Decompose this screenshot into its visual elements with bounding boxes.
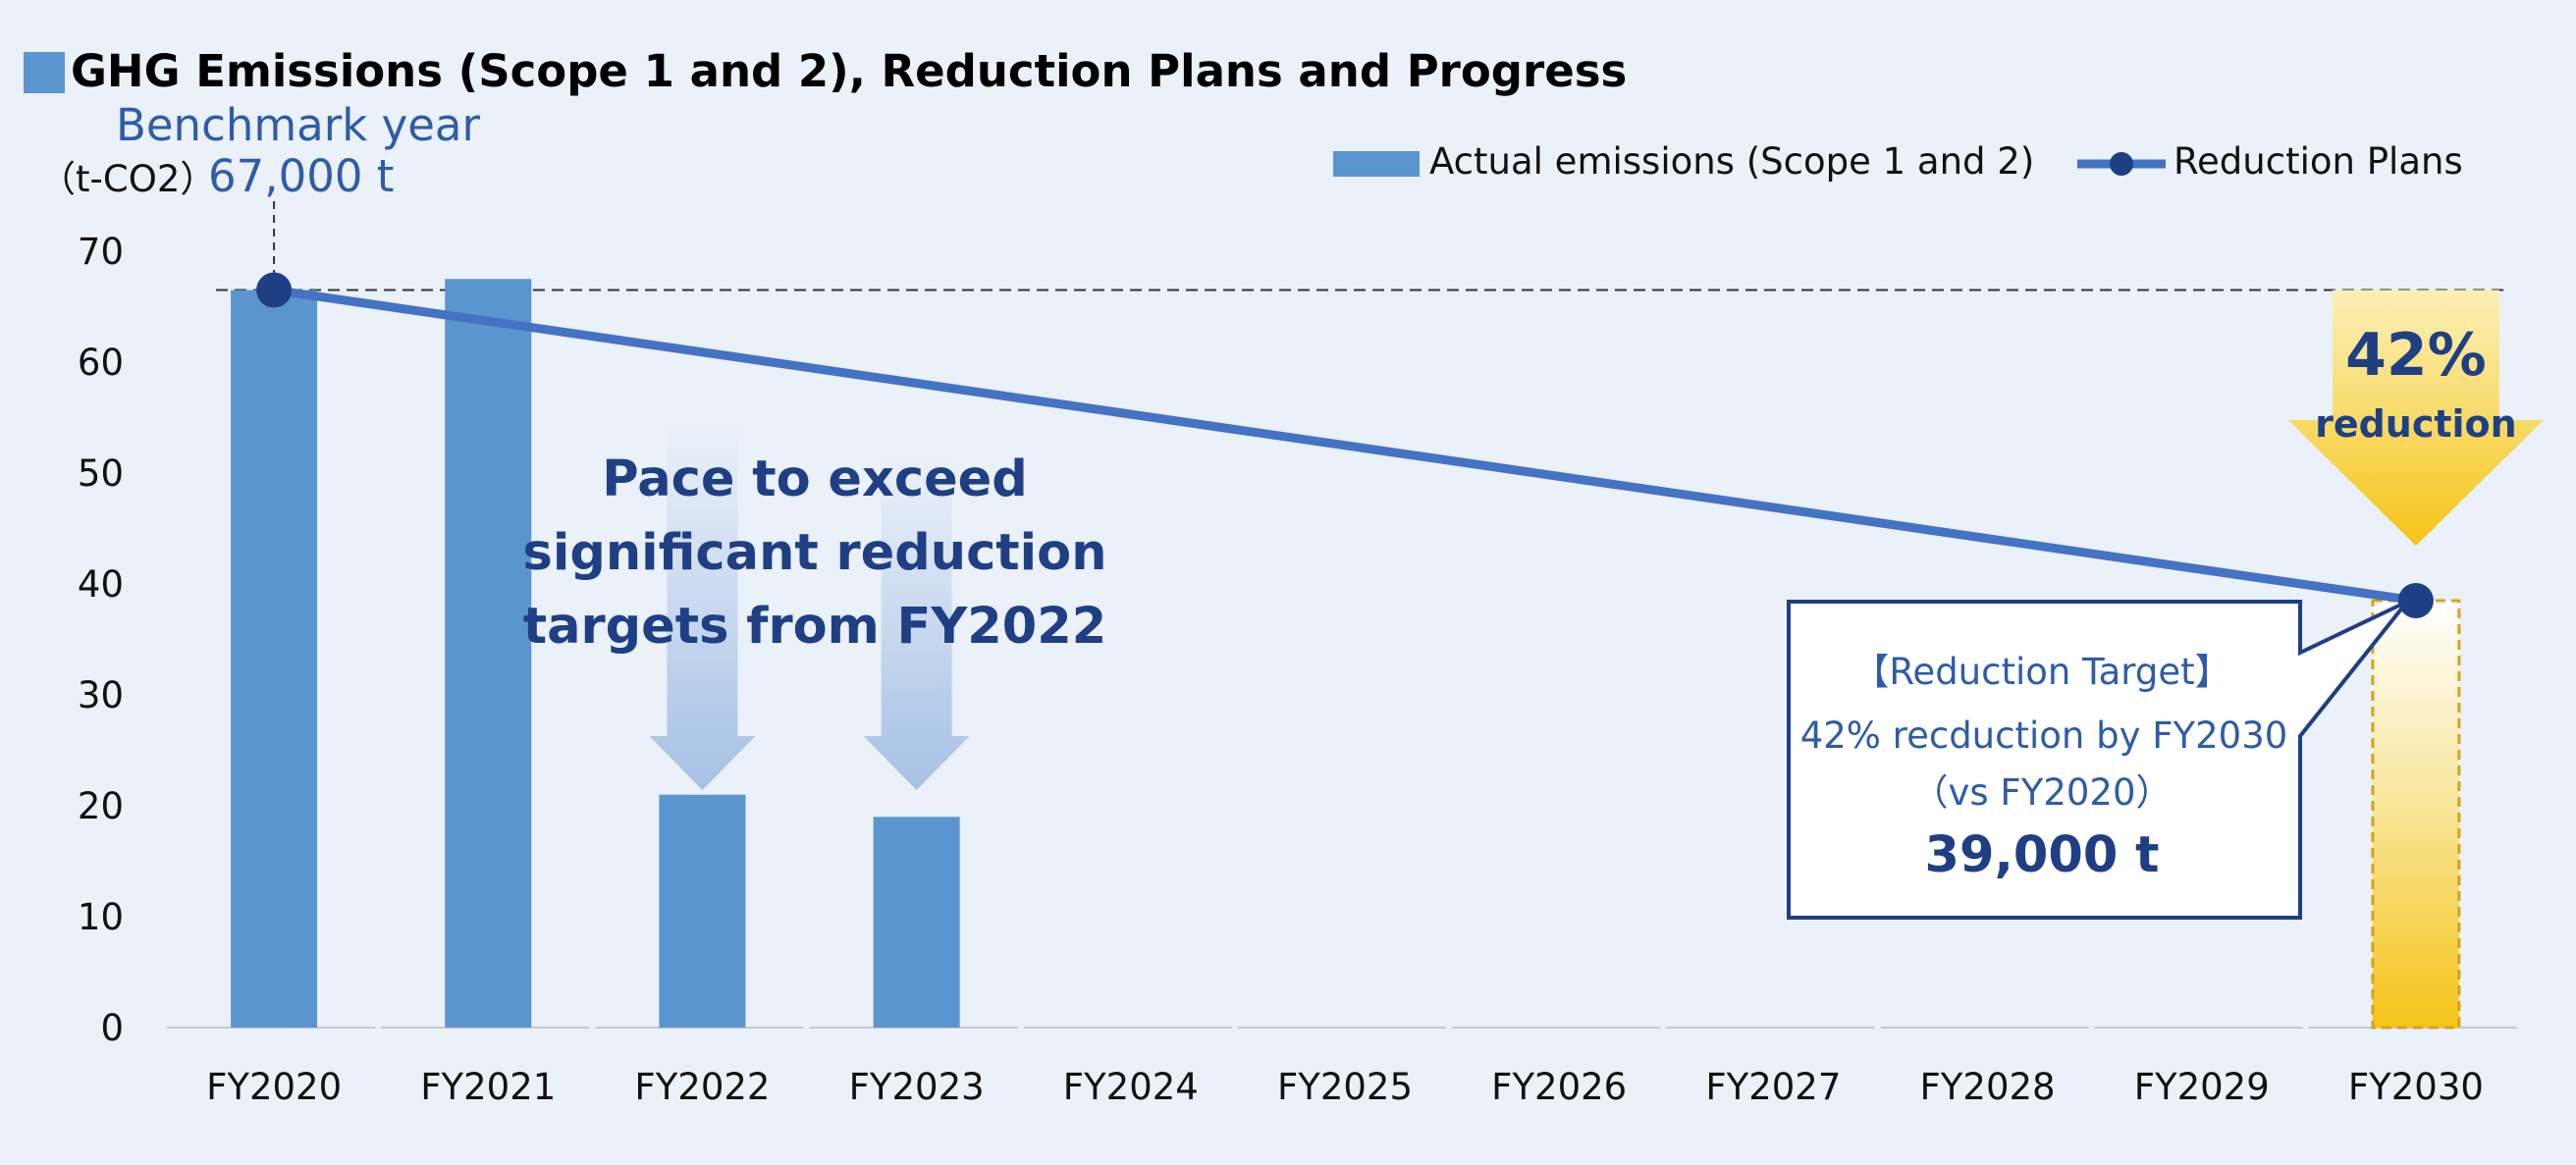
reduction-arrow (2287, 290, 2544, 546)
pace-text-line: Pace to exceed (602, 450, 1028, 508)
x-tick-label: FY2030 (2348, 1066, 2484, 1108)
pace-arrow (863, 447, 970, 790)
y-tick-label: 30 (78, 674, 124, 716)
target-bar (2371, 599, 2461, 1030)
legend-label-plan: Reduction Plans (2174, 140, 2463, 183)
reduction-percent: 42% (2345, 321, 2487, 390)
bar-actual-FY2021 (445, 279, 532, 1028)
target-line1: 42% recduction by FY2030 (1800, 715, 2288, 757)
legend-swatch-actual (1333, 151, 1420, 177)
x-tick-label: FY2028 (1920, 1066, 2056, 1108)
x-tick-label: FY2027 (1705, 1066, 1841, 1108)
plot-area: 0 10 20 30 40 50 60 70 FY2020 FY2021 FY2022 FY2023 F… (78, 201, 2517, 1108)
pace-arrow (649, 409, 756, 790)
x-tick-label: FY2024 (1063, 1066, 1199, 1108)
plan-point-FY2030 (2397, 582, 2434, 618)
target-callout-box (1787, 600, 2409, 920)
y-tick-label: 40 (78, 563, 124, 606)
x-tick-label: FY2022 (634, 1066, 770, 1108)
legend-swatch-marker (2110, 152, 2133, 176)
bar-actual-FY2020 (231, 290, 318, 1028)
chart-title: GHG Emissions (Scope 1 and 2), Reduction… (71, 45, 1627, 97)
y-tick-label: 0 (100, 1007, 124, 1049)
x-tick-label: FY2025 (1277, 1066, 1413, 1108)
y-tick-label: 60 (78, 342, 124, 384)
y-tick-label: 10 (78, 896, 124, 938)
target-title: 【Reduction Target】 (1852, 651, 2230, 693)
bar-actual-FY2023 (873, 817, 960, 1028)
target-line2: （vs FY2020） (1912, 771, 2173, 814)
bar-actual-FY2022 (659, 794, 746, 1028)
pace-text-line: targets from FY2022 (523, 598, 1107, 656)
target-value: 39,000 t (1925, 826, 2160, 884)
legend-label-actual: Actual emissions (Scope 1 and 2) (1429, 140, 2034, 183)
y-axis-label: （t-CO2） (39, 158, 216, 200)
y-tick-label: 20 (78, 785, 124, 827)
x-tick-label: FY2023 (849, 1066, 985, 1108)
legend: Actual emissions (Scope 1 and 2) Reducti… (1333, 140, 2463, 183)
x-tick-label: FY2021 (420, 1066, 556, 1108)
x-tick-label: FY2020 (206, 1066, 342, 1108)
title-marker (24, 52, 65, 93)
pace-text-line: significant reduction (522, 524, 1106, 582)
x-tick-label: FY2029 (2134, 1066, 2270, 1108)
y-tick-label: 50 (78, 452, 124, 495)
plan-point-FY2020 (256, 272, 293, 308)
y-tick-label: 70 (78, 231, 124, 273)
benchmark-label: Benchmark year (116, 99, 481, 151)
x-tick-label: FY2026 (1491, 1066, 1627, 1108)
reduction-word: reduction (2315, 402, 2517, 446)
reduction-plan-line (273, 286, 2417, 606)
benchmark-value: 67,000 t (208, 150, 394, 202)
